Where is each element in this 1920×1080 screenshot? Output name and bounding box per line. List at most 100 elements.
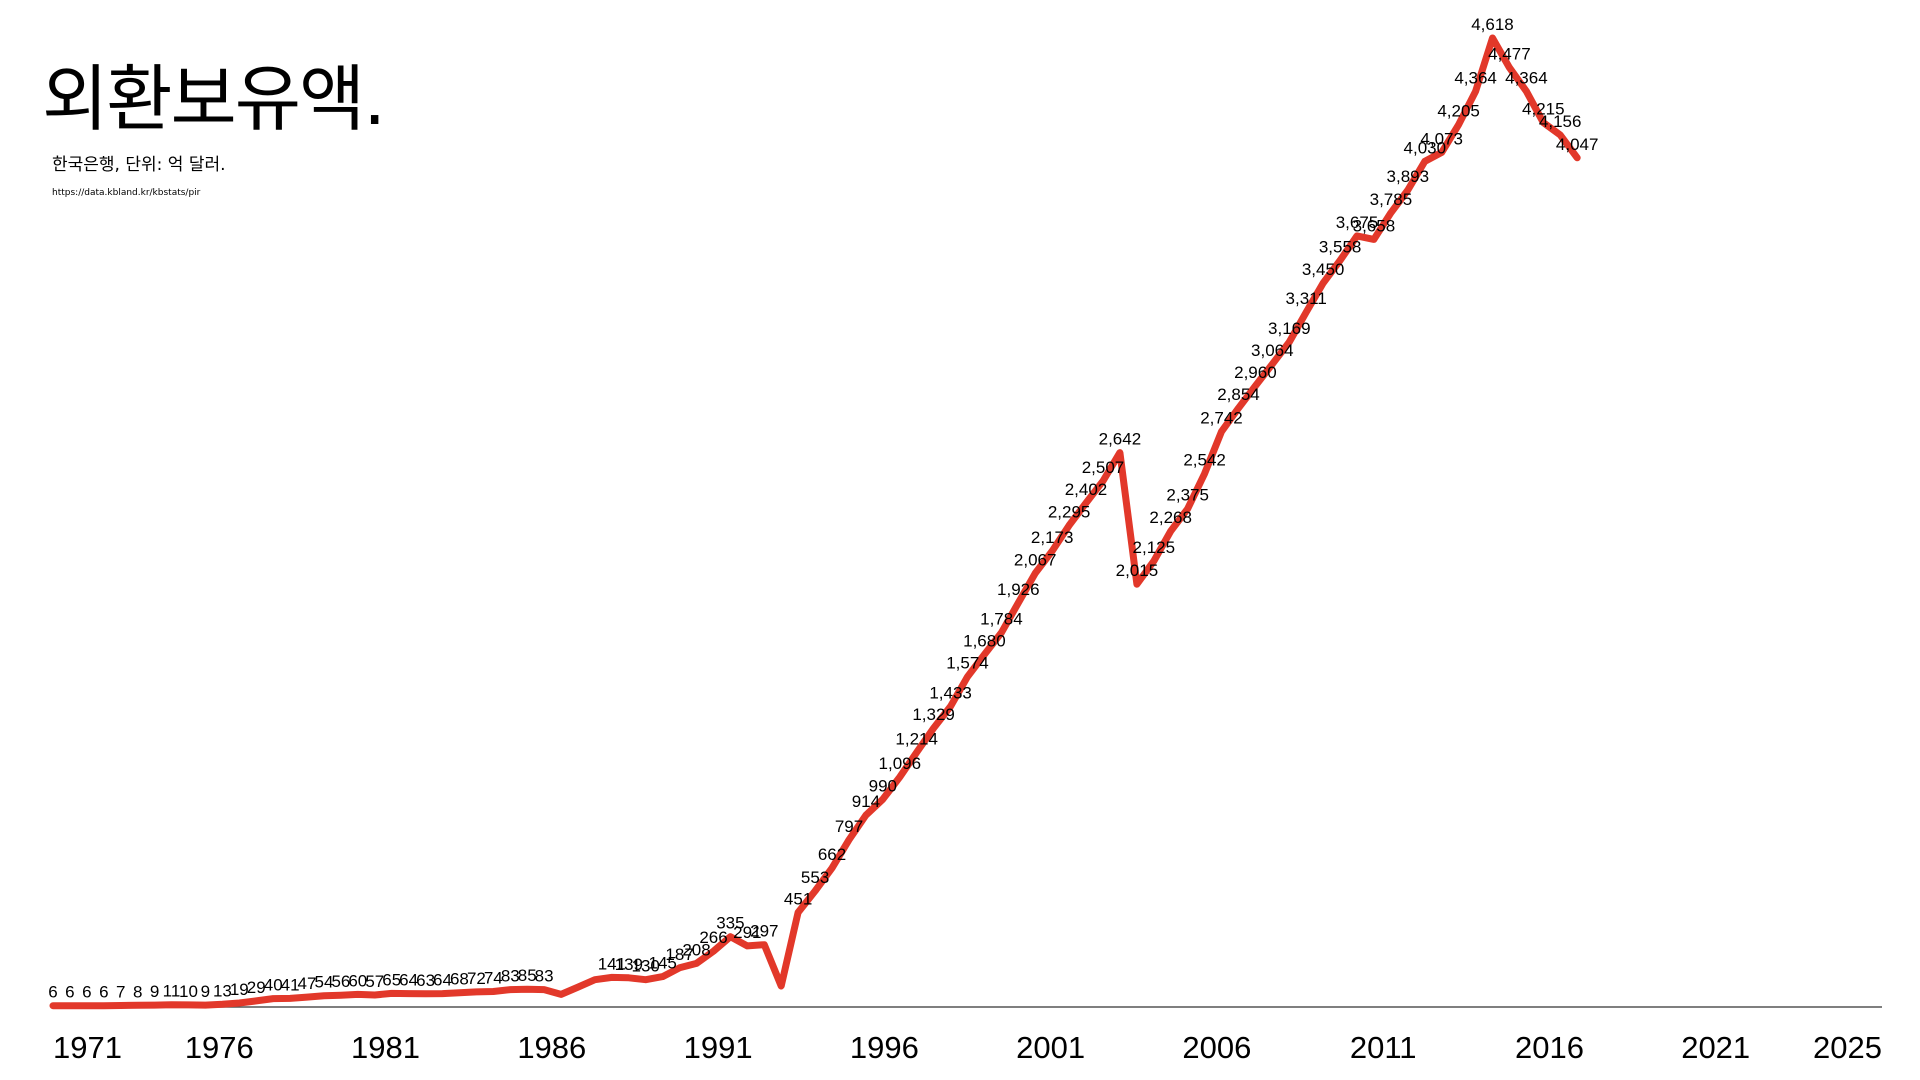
- x-tick-label: 2001: [1016, 1030, 1085, 1065]
- x-tick-label: 1986: [517, 1030, 586, 1065]
- data-label: 64: [399, 971, 418, 990]
- data-label: 19: [230, 980, 249, 999]
- data-label: 6: [82, 983, 91, 1002]
- data-label: 4,364: [1505, 68, 1548, 87]
- x-tick-label: 2021: [1681, 1030, 1750, 1065]
- data-label: 1,329: [912, 705, 955, 724]
- data-label: 208: [682, 940, 710, 959]
- data-label: 63: [416, 971, 435, 990]
- data-label: 3,450: [1302, 260, 1345, 279]
- chart-subtitle: 한국은행, 단위: 억 달러.: [52, 155, 226, 175]
- data-label: 56: [331, 972, 350, 991]
- data-label: 2,854: [1217, 385, 1260, 404]
- data-label: 3,658: [1353, 216, 1396, 235]
- data-label: 60: [348, 971, 367, 990]
- x-tick-label: 2006: [1182, 1030, 1251, 1065]
- data-label: 553: [801, 868, 829, 887]
- data-label: 85: [518, 966, 537, 985]
- data-label: 4,030: [1404, 138, 1447, 157]
- data-label: 57: [365, 972, 384, 991]
- data-label: 990: [869, 776, 897, 795]
- data-label: 6: [65, 983, 74, 1002]
- data-label: 2,960: [1234, 363, 1277, 382]
- data-label: 54: [315, 973, 334, 992]
- data-label: 6: [48, 983, 57, 1002]
- data-label: 64: [433, 971, 452, 990]
- data-label: 3,169: [1268, 319, 1311, 338]
- data-label: 139: [615, 955, 643, 974]
- data-label: 1,574: [946, 654, 989, 673]
- data-label: 83: [535, 967, 554, 986]
- data-label: 2,125: [1133, 538, 1176, 557]
- data-label: 3,893: [1387, 167, 1430, 186]
- data-label: 2,542: [1183, 451, 1226, 470]
- source-link[interactable]: https://data.kbland.kr/kbstats/pir: [52, 188, 201, 198]
- x-tick-label: 1991: [684, 1030, 753, 1065]
- data-label: 2,268: [1149, 508, 1192, 527]
- x-tick-label: 2016: [1515, 1030, 1584, 1065]
- data-label: 266: [699, 928, 727, 947]
- data-label: 2,067: [1014, 550, 1057, 569]
- data-label: 130: [632, 957, 660, 976]
- data-label: 1,926: [997, 580, 1040, 599]
- data-label: 141: [598, 954, 626, 973]
- data-label: 2,375: [1166, 486, 1209, 505]
- data-label: 8: [133, 982, 142, 1001]
- data-label: 797: [835, 817, 863, 836]
- data-label: 662: [818, 845, 846, 864]
- data-label: 2,742: [1200, 409, 1243, 428]
- data-label: 68: [450, 970, 469, 989]
- data-label: 3,785: [1370, 190, 1413, 209]
- data-label: 7: [116, 983, 125, 1002]
- data-label: 65: [382, 970, 401, 989]
- data-label: 29: [247, 978, 266, 997]
- data-label: 2,295: [1048, 502, 1091, 521]
- data-label: 1,214: [895, 729, 938, 748]
- x-tick-label: 1971: [53, 1030, 122, 1065]
- data-label: 47: [298, 974, 317, 993]
- x-tick-label: 2025: [1813, 1030, 1882, 1065]
- data-label: 2,642: [1099, 430, 1142, 449]
- data-label: 1,433: [929, 683, 972, 702]
- data-label: 297: [750, 922, 778, 941]
- x-tick-label: 1996: [850, 1030, 919, 1065]
- data-label: 291: [733, 923, 761, 942]
- x-tick-label: 2011: [1350, 1030, 1417, 1065]
- data-label: 3,675: [1336, 213, 1379, 232]
- data-label: 41: [281, 975, 300, 994]
- data-label: 3,311: [1286, 289, 1327, 308]
- data-label: 13: [213, 981, 232, 1000]
- data-label: 4,364: [1454, 68, 1497, 87]
- data-label: 9: [201, 982, 210, 1001]
- data-label: 9: [150, 982, 159, 1001]
- series-line: [49, 34, 1581, 1010]
- data-label: 187: [665, 945, 693, 964]
- data-label: 4,215: [1522, 100, 1565, 119]
- data-label: 2,402: [1065, 480, 1108, 499]
- data-label: 4,156: [1539, 112, 1582, 131]
- data-label: 74: [484, 969, 503, 988]
- data-label: 4,618: [1471, 15, 1514, 34]
- data-label: 2,015: [1116, 561, 1159, 580]
- data-label: 2,173: [1031, 528, 1074, 547]
- data-label: 1,680: [963, 632, 1006, 651]
- data-label: 4,047: [1556, 135, 1599, 154]
- x-tick-label: 1976: [185, 1030, 254, 1065]
- data-label: 1,096: [879, 754, 922, 773]
- data-label: 914: [852, 792, 880, 811]
- data-label: 40: [264, 976, 283, 995]
- data-label: 335: [716, 914, 744, 933]
- data-label: 3,558: [1319, 237, 1362, 256]
- data-label: 3,064: [1251, 341, 1294, 360]
- data-label: 2,507: [1082, 458, 1125, 477]
- data-label: 1,784: [980, 610, 1023, 629]
- data-label: 6: [99, 983, 108, 1002]
- data-label: 83: [501, 967, 520, 986]
- x-tick-label: 1981: [351, 1030, 420, 1065]
- data-label: 4,205: [1437, 102, 1480, 121]
- data-label: 145: [649, 954, 677, 973]
- data-label: 11: [163, 982, 181, 1001]
- data-label: 10: [179, 982, 198, 1001]
- data-label: 72: [467, 969, 486, 988]
